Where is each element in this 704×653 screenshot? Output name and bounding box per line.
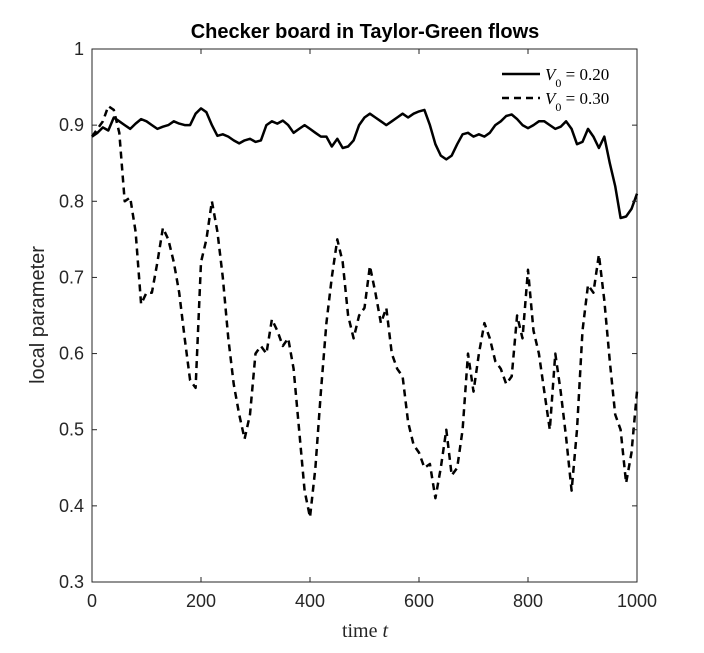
legend: V0 = 0.20 V0 = 0.30 (495, 57, 633, 114)
ticks-layer: 0 200 400 600 800 1000 0.3 0.4 0.5 0.6 0.7 0.8 0.9 1 (59, 39, 657, 611)
y-tick-label: 0.6 (59, 344, 84, 364)
y-tick-label: 0.5 (59, 420, 84, 440)
series-line-v030 (90, 104, 639, 519)
chart-title: Checker board in Taylor-Green flows (191, 21, 540, 43)
y-tick-label: 0.3 (59, 572, 84, 592)
y-tick-label: 1 (74, 39, 84, 59)
x-tick-label: 600 (404, 591, 434, 611)
y-tick-label: 0.4 (59, 496, 84, 516)
x-tick-label: 1000 (617, 591, 657, 611)
x-tick-label: 200 (186, 591, 216, 611)
y-tick-label: 0.9 (59, 115, 84, 135)
x-tick-label: 400 (295, 591, 325, 611)
legend-label-v030: V0 = 0.30 (545, 89, 609, 114)
y-tick-label: 0.7 (59, 267, 84, 287)
x-tick-label: 0 (87, 591, 97, 611)
legend-box (495, 57, 633, 109)
plot-frame (91, 48, 638, 583)
series-layer (90, 104, 639, 519)
axes-box (91, 48, 638, 583)
x-tick-label: 800 (513, 591, 543, 611)
y-axis-label: local parameter (27, 246, 49, 384)
series-line-v020 (91, 107, 639, 220)
y-tick-label: 0.8 (59, 191, 84, 211)
x-axis-label: time t (342, 620, 389, 642)
legend-label-v020: V0 = 0.20 (545, 65, 609, 90)
